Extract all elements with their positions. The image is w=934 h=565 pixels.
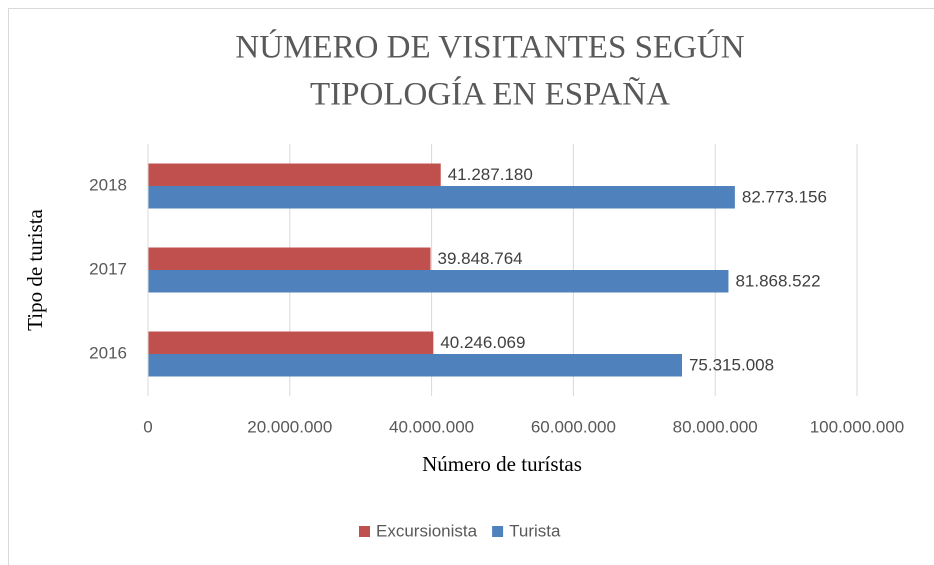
x-axis-label: Número de turístas — [422, 452, 582, 476]
x-tick-label: 20.000.000 — [247, 417, 332, 436]
y-tick-label: 2018 — [89, 175, 127, 194]
legend-swatch — [359, 526, 370, 537]
x-tick-label: 100.000.000 — [810, 417, 905, 436]
legend-swatch — [492, 526, 504, 537]
bar — [148, 331, 434, 354]
bar — [148, 354, 682, 377]
bar — [148, 186, 735, 209]
bar — [148, 247, 431, 270]
value-label: 39.848.764 — [438, 249, 523, 268]
value-label: 41.287.180 — [448, 165, 533, 184]
y-axis-label: Tipo de turista — [23, 208, 47, 330]
y-tick-label: 2017 — [89, 259, 127, 278]
y-tick-label: 2016 — [89, 343, 127, 362]
bar — [148, 163, 441, 186]
chart-title: NÚMERO DE VISITANTES SEGÚN — [235, 28, 744, 66]
x-tick-label: 0 — [143, 417, 152, 436]
value-label: 40.246.069 — [440, 333, 525, 352]
legend-label: Excursionista — [376, 521, 478, 540]
x-tick-label: 40.000.000 — [389, 417, 474, 436]
value-label: 82.773.156 — [742, 188, 827, 207]
x-tick-label: 60.000.000 — [531, 417, 616, 436]
chart-title: TIPOLOGÍA EN ESPAÑA — [310, 76, 670, 113]
value-label: 81.868.522 — [735, 272, 820, 291]
x-tick-label: 80.000.000 — [673, 417, 758, 436]
value-label: 75.315.008 — [689, 356, 774, 375]
legend-label: Turista — [509, 521, 561, 540]
bar — [148, 270, 729, 293]
